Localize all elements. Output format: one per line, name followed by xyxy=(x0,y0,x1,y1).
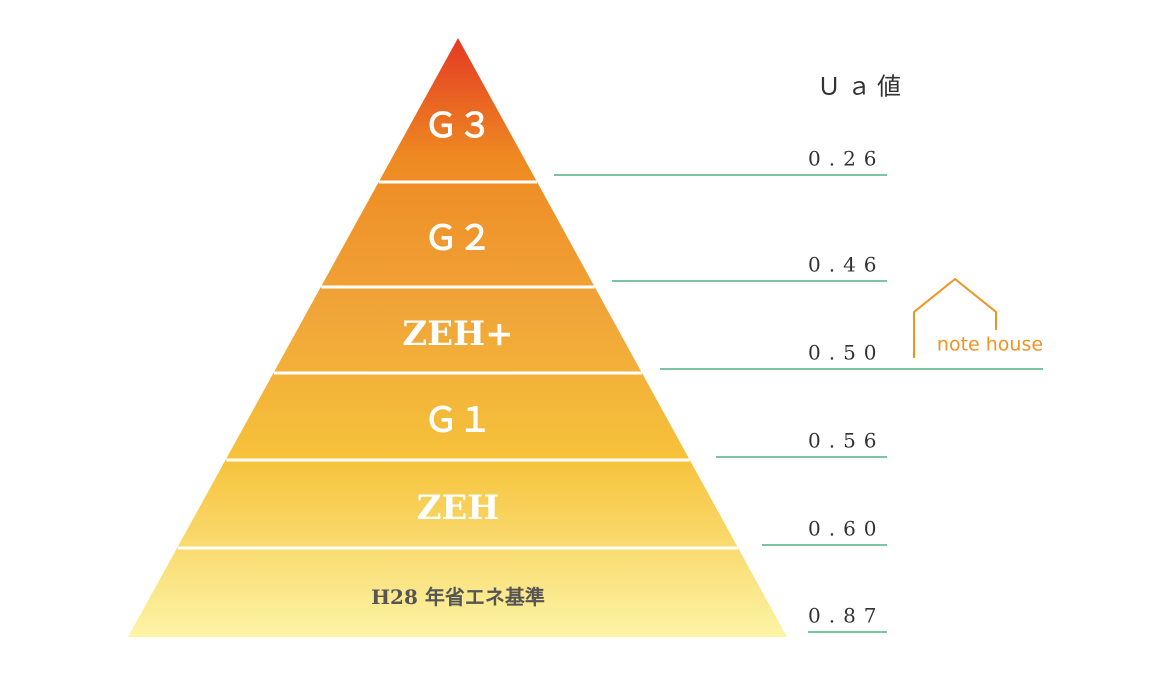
brand-logo: note house xyxy=(913,277,1043,358)
ua-value: 0.26 xyxy=(808,147,885,171)
brand-name: note house xyxy=(937,334,1043,356)
ua-value: 0.46 xyxy=(808,253,885,277)
ua-value: 0.87 xyxy=(808,604,885,628)
level-label: Ｇ３ xyxy=(424,106,492,146)
level-label: H28 年省エネ基準 xyxy=(371,585,545,609)
pyramid xyxy=(128,38,787,637)
ua-value: 0.50 xyxy=(808,341,885,365)
level-label: ZEH+ xyxy=(402,314,513,354)
ua-value: 0.56 xyxy=(808,429,885,453)
ua-header: Ｕａ値 xyxy=(817,73,907,101)
ua-value: 0.60 xyxy=(808,517,885,541)
house-icon xyxy=(913,277,997,358)
level-label: Ｇ２ xyxy=(424,219,492,259)
level-label: ZEH xyxy=(417,488,500,528)
level-label: Ｇ１ xyxy=(424,401,492,441)
